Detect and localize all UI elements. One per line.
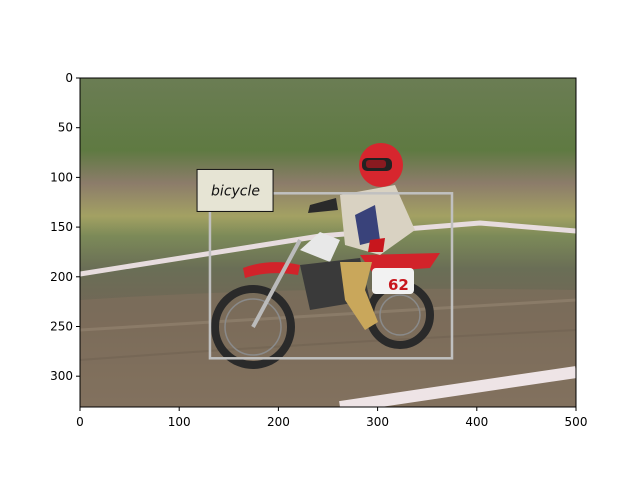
x-tick-label: 400 [465,415,488,429]
rider [308,143,415,330]
y-tick-label: 150 [50,220,73,234]
x-tick-label: 300 [366,415,389,429]
motorbike: 62 [211,232,440,369]
course-tape-front [339,366,576,407]
x-tick-label: 500 [565,415,588,429]
x-tick-label: 100 [168,415,191,429]
x-tick-label: 200 [267,415,290,429]
x-axis: 0 100 200 300 400 500 [76,407,587,429]
label-background [196,168,274,212]
photo: 62 [80,78,576,407]
y-axis: 0 50 100 150 200 250 300 [50,71,80,383]
axes-frame [79,77,577,408]
bounding-box [208,192,454,360]
detection-annotation: bicycle [196,168,454,360]
y-tick-label: 50 [58,121,73,135]
race-number: 62 [388,276,409,294]
y-tick-label: 200 [50,270,73,284]
y-tick-label: 0 [65,71,73,85]
detection-label: bicycle [211,183,260,199]
y-tick-label: 250 [50,319,73,333]
x-tick-label: 0 [76,415,84,429]
y-tick-label: 100 [50,170,73,184]
y-tick-label: 300 [50,369,73,383]
